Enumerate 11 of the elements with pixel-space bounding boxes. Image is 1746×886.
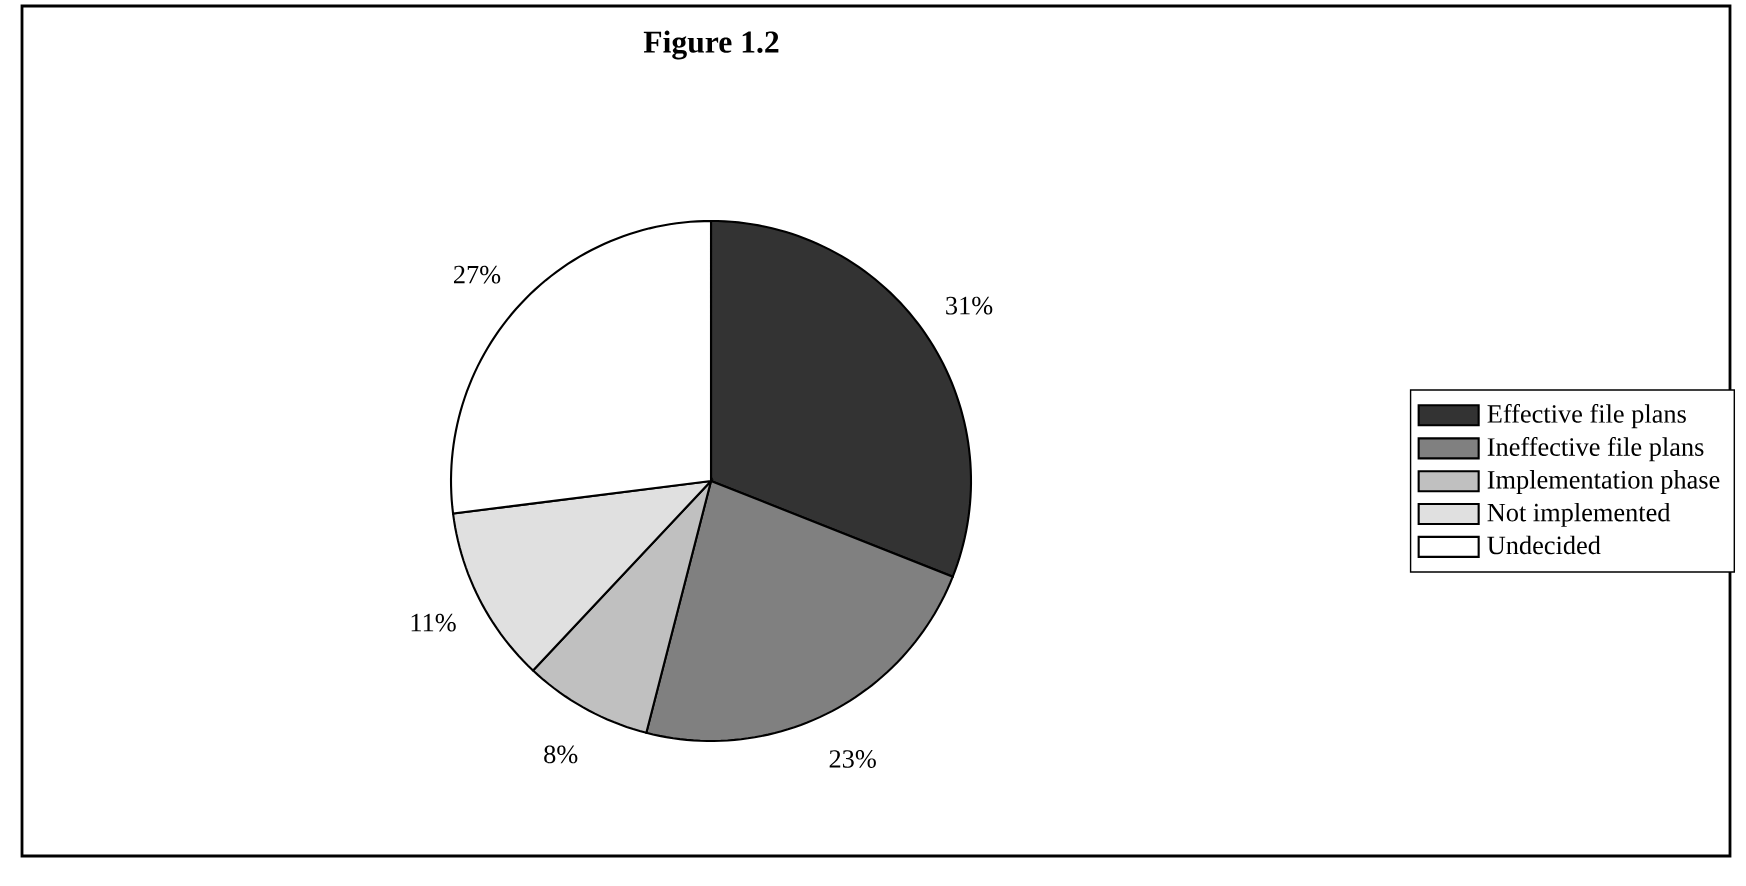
- legend-label: Effective file plans: [1487, 404, 1686, 429]
- data-label: 11%: [411, 613, 456, 632]
- data-label: 27%: [453, 265, 501, 284]
- data-label: 31%: [946, 296, 993, 315]
- legend-label: Not implemented: [1487, 502, 1671, 527]
- legend-label: Implementation phase: [1487, 470, 1720, 495]
- data-label: 23%: [829, 750, 876, 768]
- legend-label: Ineffective file plans: [1487, 437, 1704, 462]
- data-label: 8%: [544, 745, 578, 764]
- legend-label: Undecided: [1487, 535, 1601, 555]
- chart-title: Figure 1.2: [643, 30, 779, 60]
